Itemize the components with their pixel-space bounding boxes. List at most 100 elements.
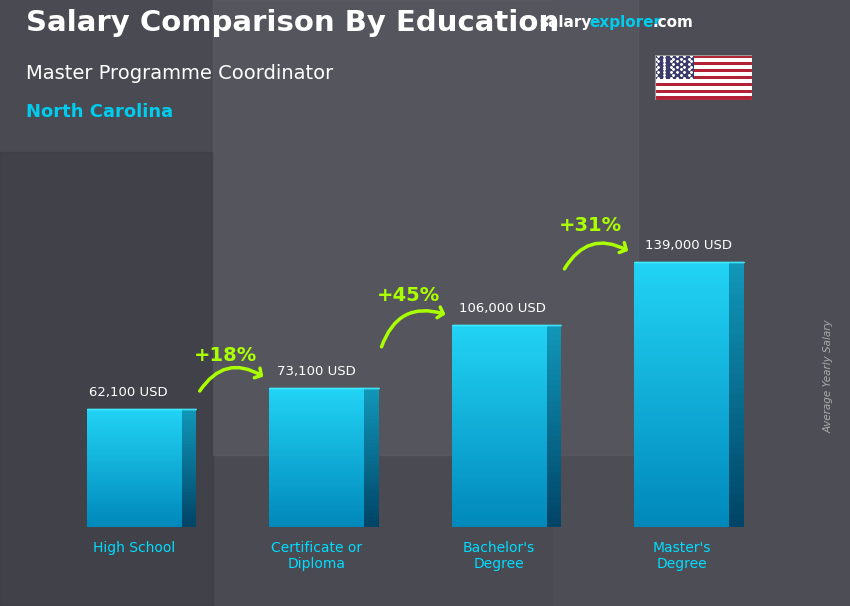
Bar xyxy=(87,428,182,430)
Bar xyxy=(634,444,729,448)
Bar xyxy=(729,375,744,381)
Bar xyxy=(452,327,547,330)
Bar xyxy=(364,471,379,475)
Bar xyxy=(87,499,182,501)
Bar xyxy=(87,480,182,481)
Bar xyxy=(634,398,729,401)
Bar xyxy=(364,436,379,440)
Bar xyxy=(364,440,379,444)
Bar xyxy=(452,446,547,449)
Bar xyxy=(729,395,744,401)
Bar xyxy=(634,358,729,361)
Bar xyxy=(364,503,379,506)
Bar xyxy=(364,517,379,520)
Bar xyxy=(364,395,379,398)
Bar xyxy=(634,381,729,385)
Bar xyxy=(269,487,364,489)
Bar xyxy=(729,461,744,467)
Bar xyxy=(729,448,744,454)
Bar xyxy=(729,361,744,368)
Bar xyxy=(452,381,547,383)
Bar xyxy=(182,498,196,501)
Bar xyxy=(364,405,379,408)
Bar xyxy=(634,351,729,355)
Bar xyxy=(269,445,364,447)
Bar xyxy=(634,418,729,421)
Bar xyxy=(634,507,729,511)
Bar xyxy=(269,464,364,466)
Bar xyxy=(452,456,547,459)
Bar xyxy=(269,508,364,510)
Bar xyxy=(364,485,379,489)
Bar xyxy=(87,434,182,435)
Bar xyxy=(547,426,561,431)
Bar xyxy=(634,305,729,308)
Bar xyxy=(87,505,182,507)
Bar xyxy=(87,438,182,440)
Bar xyxy=(269,433,364,435)
Bar xyxy=(87,425,182,427)
Bar xyxy=(269,485,364,487)
Bar xyxy=(87,494,182,496)
Bar xyxy=(269,430,364,431)
Bar xyxy=(269,414,364,416)
Bar xyxy=(452,385,547,388)
Bar xyxy=(269,426,364,428)
Bar xyxy=(729,487,744,494)
Bar xyxy=(452,355,547,358)
Bar xyxy=(269,444,364,445)
Bar xyxy=(182,486,196,488)
Bar xyxy=(547,502,561,507)
Bar xyxy=(634,424,729,428)
Bar xyxy=(364,444,379,447)
Bar xyxy=(182,462,196,465)
Bar xyxy=(269,471,364,473)
Bar xyxy=(452,375,547,378)
Bar xyxy=(87,454,182,456)
Bar xyxy=(452,454,547,456)
Bar xyxy=(269,461,364,462)
Bar xyxy=(547,396,561,401)
Bar xyxy=(269,522,364,524)
Bar xyxy=(452,484,547,487)
Bar xyxy=(452,464,547,467)
Bar xyxy=(269,398,364,400)
Bar xyxy=(87,458,182,459)
Bar xyxy=(634,371,729,375)
Bar xyxy=(182,521,196,524)
Bar xyxy=(87,502,182,504)
Bar xyxy=(452,502,547,504)
Bar xyxy=(87,470,182,471)
Bar xyxy=(269,407,364,408)
Bar xyxy=(547,456,561,461)
Bar xyxy=(269,454,364,456)
Bar xyxy=(364,510,379,513)
Bar xyxy=(552,0,850,606)
Bar xyxy=(87,415,182,416)
Bar xyxy=(634,487,729,491)
Bar xyxy=(729,514,744,521)
Bar xyxy=(87,450,182,451)
Bar xyxy=(634,511,729,514)
Bar xyxy=(182,504,196,507)
Bar xyxy=(452,428,547,431)
Bar xyxy=(729,282,744,288)
Text: +31%: +31% xyxy=(559,216,622,235)
Bar xyxy=(547,441,561,446)
Bar xyxy=(87,435,182,437)
Bar xyxy=(634,268,729,271)
Bar xyxy=(269,458,364,459)
Bar xyxy=(269,480,364,482)
Bar xyxy=(634,401,729,404)
Bar xyxy=(364,513,379,517)
Bar xyxy=(87,521,182,523)
Bar xyxy=(87,484,182,486)
Bar xyxy=(87,504,182,505)
Bar xyxy=(634,451,729,454)
Bar xyxy=(452,403,547,406)
Bar xyxy=(364,478,379,482)
Bar xyxy=(634,494,729,498)
Bar xyxy=(654,82,752,86)
Bar xyxy=(269,475,364,476)
Bar xyxy=(452,522,547,525)
